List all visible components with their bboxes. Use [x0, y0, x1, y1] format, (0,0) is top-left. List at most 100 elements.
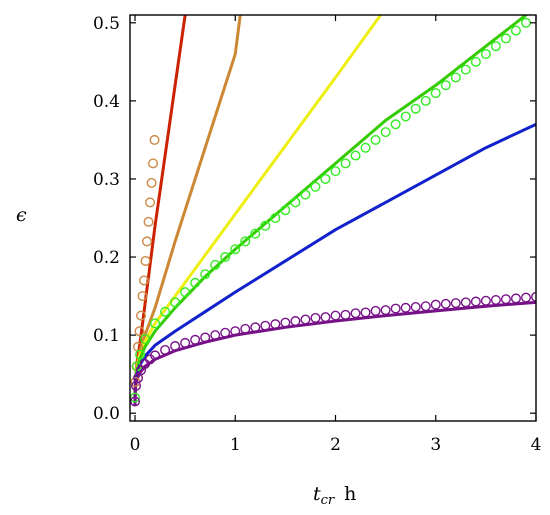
- data-point: [531, 291, 536, 302]
- data-point: [310, 181, 321, 192]
- data-point: [360, 142, 371, 153]
- data-point: [420, 95, 431, 106]
- data-point: [490, 41, 501, 52]
- y-tick-label: 0.1: [93, 326, 120, 346]
- data-point: [330, 310, 341, 321]
- data-point: [270, 212, 281, 223]
- data-point: [190, 277, 201, 288]
- data-point: [140, 255, 151, 266]
- data-point: [510, 25, 521, 36]
- data-point: [270, 319, 281, 330]
- data-point: [460, 64, 471, 75]
- data-point: [190, 334, 201, 345]
- x-axis-label: tcr h: [313, 483, 356, 508]
- data-point: [137, 291, 148, 302]
- data-point: [130, 392, 141, 403]
- data-point: [450, 298, 461, 309]
- data-point: [143, 216, 154, 227]
- data-point: [340, 309, 351, 320]
- data-point: [136, 310, 147, 321]
- data-point: [148, 158, 159, 169]
- data-point: [450, 72, 461, 83]
- data-point: [320, 173, 331, 184]
- data-point: [430, 299, 441, 310]
- data-point: [500, 294, 511, 305]
- series-line-2: [133, 15, 383, 406]
- marker-series-8: [130, 291, 536, 407]
- data-point: [160, 344, 171, 355]
- x-axis-label-main: t: [313, 483, 321, 505]
- data-point: [210, 259, 221, 270]
- data-point: [180, 337, 191, 348]
- data-point: [130, 396, 141, 407]
- data-point: [440, 298, 451, 309]
- data-point: [250, 322, 261, 333]
- data-point: [170, 297, 181, 308]
- data-point: [360, 307, 371, 318]
- ticks-layer: 0 1 2 3 4 0.0 0.1 0.2 0.3 0.4 0.5: [93, 14, 541, 455]
- data-point: [260, 320, 271, 331]
- data-point: [320, 312, 331, 323]
- x-axis-label-unit: h: [344, 483, 356, 505]
- data-point: [380, 305, 391, 316]
- data-point: [220, 252, 231, 263]
- data-point: [210, 330, 221, 341]
- data-point: [150, 318, 161, 329]
- data-point: [420, 301, 431, 312]
- data-point: [350, 308, 361, 319]
- data-point: [250, 228, 261, 239]
- x-axis-label-sub: cr: [321, 493, 335, 508]
- data-point: [490, 294, 501, 305]
- x-tick-label: 3: [430, 435, 441, 455]
- plot-frame: [129, 14, 537, 422]
- data-point: [370, 134, 381, 145]
- data-point: [470, 296, 481, 307]
- data-point: [140, 334, 151, 345]
- data-point: [480, 295, 491, 306]
- data-point: [430, 88, 441, 99]
- data-point: [410, 302, 421, 313]
- data-point: [330, 166, 341, 177]
- data-point: [460, 297, 471, 308]
- data-point: [146, 177, 157, 188]
- data-point: [142, 236, 153, 247]
- data-point: [135, 349, 146, 360]
- data-point: [145, 197, 156, 208]
- data-point: [180, 287, 191, 298]
- data-point: [300, 189, 311, 200]
- data-point: [200, 332, 211, 343]
- data-point: [470, 56, 481, 67]
- data-point: [139, 275, 150, 286]
- y-tick-label: 0.0: [93, 404, 120, 424]
- y-tick-label: 0.3: [93, 170, 120, 190]
- data-point: [300, 314, 311, 325]
- data-point: [134, 326, 145, 337]
- data-point: [480, 49, 491, 60]
- data-point: [149, 134, 160, 145]
- data-point: [160, 306, 171, 317]
- data-point: [410, 103, 421, 114]
- data-point: [370, 305, 381, 316]
- marker-series-7: [130, 17, 531, 403]
- data-point: [380, 127, 391, 138]
- data-point: [340, 158, 351, 169]
- data-point: [240, 323, 251, 334]
- data-point: [240, 236, 251, 247]
- data-point: [440, 80, 451, 91]
- data-point: [150, 350, 161, 361]
- series-layer: [130, 15, 536, 407]
- data-point: [280, 205, 291, 216]
- data-point: [520, 17, 531, 28]
- data-point: [390, 119, 401, 130]
- data-point: [220, 327, 231, 338]
- y-axis-label: ϵ: [16, 204, 27, 226]
- data-point: [280, 317, 291, 328]
- y-tick-label: 0.5: [93, 14, 120, 34]
- data-point: [400, 302, 411, 313]
- data-point: [350, 150, 361, 161]
- y-tick-label: 0.4: [93, 92, 120, 112]
- x-tick-label: 4: [531, 435, 542, 455]
- data-point: [290, 316, 301, 327]
- x-tick-label: 0: [130, 435, 141, 455]
